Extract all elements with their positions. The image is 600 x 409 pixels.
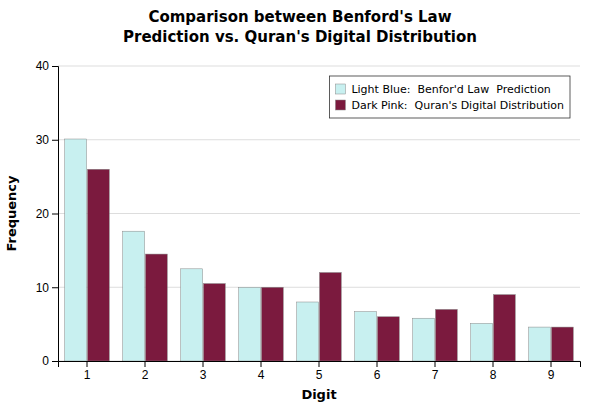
grid-line [58, 66, 580, 67]
legend-item: Dark Pink: Quran's Digital Distribution [335, 99, 564, 112]
tick-label: 2 [142, 368, 149, 382]
legend-label: Light Blue: Benfor'd Law Prediction [351, 83, 550, 96]
bar [87, 169, 109, 361]
tick-mark [319, 361, 320, 367]
tick-mark [551, 361, 552, 367]
bar [471, 323, 493, 361]
bar [377, 317, 399, 361]
tick-label: 7 [432, 368, 439, 382]
bar [435, 309, 457, 361]
y-axis: 0 10 20 30 40 [36, 59, 59, 368]
tick-mark [493, 361, 494, 367]
bar-series [65, 139, 551, 361]
tick-mark [52, 287, 58, 288]
chart-container: Comparison between Benford's Law Predicti… [0, 0, 600, 409]
plot: 1 2 3 4 5 6 7 8 9 0 10 20 30 40 Light Blue: Benfor'd L… [36, 59, 581, 381]
x-tick: 1 [84, 361, 91, 382]
tick-mark [52, 140, 58, 141]
x-tick: 9 [548, 361, 555, 382]
x-tick: 7 [432, 361, 439, 382]
tick-label: 6 [374, 368, 381, 382]
x-tick: 8 [490, 361, 497, 382]
x-tick: 5 [316, 361, 323, 382]
grid [58, 66, 580, 361]
tick-mark [203, 361, 204, 367]
x-tick: 3 [200, 361, 207, 382]
bar [261, 287, 283, 361]
tick-label: 0 [42, 354, 49, 368]
bar [297, 302, 319, 361]
y-tick: 40 [36, 59, 58, 73]
bar [239, 287, 261, 361]
legend-item: Light Blue: Benfor'd Law Prediction [335, 83, 550, 96]
x-axis-title: Digit [301, 387, 336, 402]
chart: Comparison between Benford's Law Predicti… [0, 0, 600, 409]
tick-mark [52, 214, 58, 215]
tick-label: 1 [84, 368, 91, 382]
bars [65, 139, 574, 361]
tick-mark [87, 361, 88, 367]
title: Comparison between Benford's Law [148, 8, 451, 26]
tick-mark [377, 361, 378, 367]
subtitle: Prediction vs. Quran's Digital Distribut… [123, 28, 477, 46]
grid-line [58, 213, 580, 214]
x-tick: 2 [142, 361, 149, 382]
tick-label: 8 [490, 368, 497, 382]
tick-label: 3 [200, 368, 207, 382]
bar [493, 295, 515, 361]
legend-swatch [335, 100, 345, 110]
tick-label: 9 [548, 368, 555, 382]
bar-series [87, 169, 573, 361]
axis-line [52, 67, 59, 362]
bar [551, 327, 573, 361]
tick-mark [145, 361, 146, 367]
tick-label: 40 [36, 59, 50, 73]
tick-mark [435, 361, 436, 367]
y-tick: 0 [42, 354, 58, 368]
legend: Light Blue: Benfor'd Law Prediction Dark … [329, 76, 570, 118]
axis-line [59, 362, 581, 368]
tick-label: 5 [316, 368, 323, 382]
y-axis-title: Frequency [4, 175, 19, 252]
legend-swatch [335, 84, 345, 94]
x-tick: 6 [374, 361, 381, 382]
bar [145, 254, 167, 361]
tick-label: 4 [258, 368, 265, 382]
tick-label: 10 [36, 281, 50, 295]
bar [355, 312, 377, 361]
legend-box [329, 76, 570, 118]
bar [123, 231, 145, 361]
y-tick: 30 [36, 133, 58, 147]
bar [529, 327, 551, 361]
bar [181, 269, 203, 361]
bar [203, 284, 225, 361]
x-axis: 1 2 3 4 5 6 7 8 9 [59, 361, 581, 382]
tick-mark [52, 361, 58, 362]
bar [413, 318, 435, 361]
tick-label: 30 [36, 133, 50, 147]
x-tick: 4 [258, 361, 265, 382]
legend-label: Dark Pink: Quran's Digital Distribution [351, 99, 564, 112]
y-tick: 10 [36, 281, 58, 295]
tick-mark [52, 66, 58, 67]
y-tick: 20 [36, 207, 58, 221]
tick-mark [261, 361, 262, 367]
bar [319, 273, 341, 362]
grid-line [58, 139, 580, 140]
bar [65, 139, 87, 361]
tick-label: 20 [36, 207, 50, 221]
